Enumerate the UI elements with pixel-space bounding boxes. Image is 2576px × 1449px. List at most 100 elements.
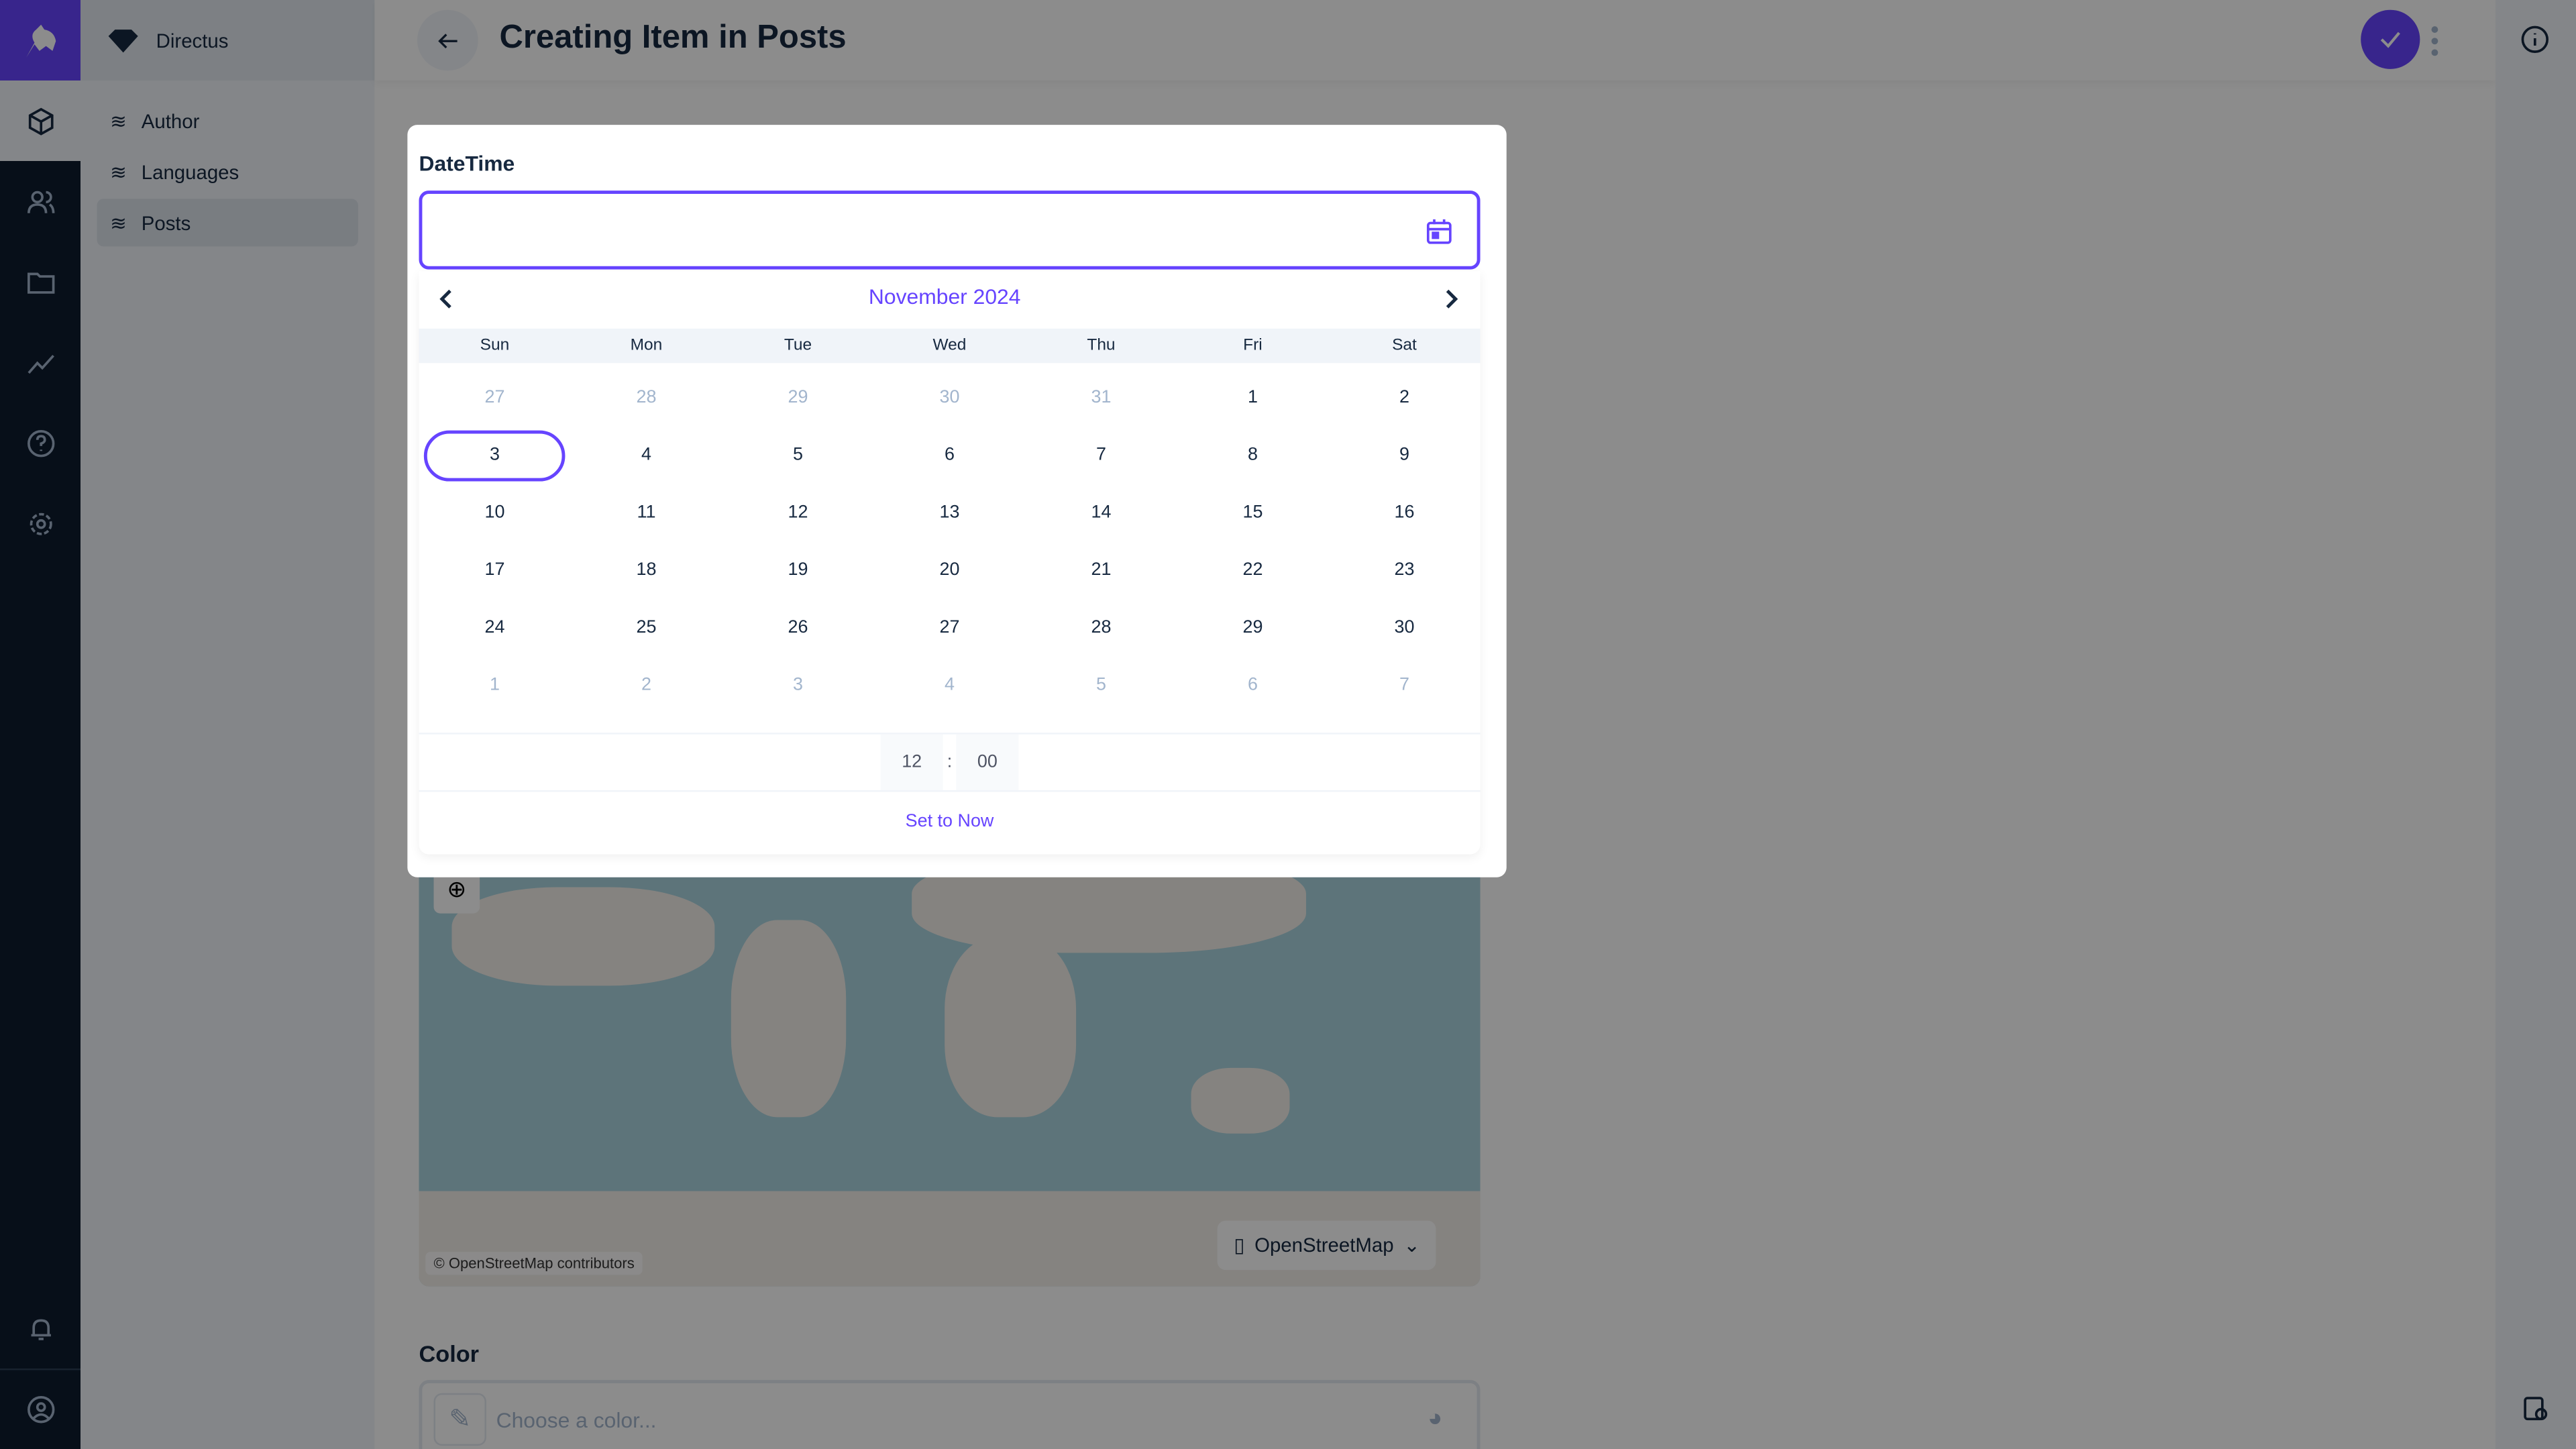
calendar-day[interactable]: 23 [1394, 560, 1415, 580]
calendar-day[interactable]: 2 [1399, 387, 1409, 408]
calendar-day[interactable]: 8 [1247, 445, 1258, 466]
calendar-day[interactable]: 3 [792, 675, 803, 695]
weekday-header: Sun Mon Tue Wed Thu Fri Sat [419, 328, 1481, 364]
content-icon[interactable] [0, 80, 81, 162]
calendar-day[interactable]: 29 [1242, 617, 1263, 638]
calendar-day[interactable]: 18 [636, 560, 657, 580]
calendar-day[interactable]: 28 [1091, 617, 1112, 638]
calendar-day[interactable]: 25 [636, 617, 657, 638]
calendar-day[interactable]: 4 [641, 445, 651, 466]
insights-icon[interactable] [0, 322, 80, 402]
calendar-day[interactable]: 10 [484, 502, 505, 523]
map-field[interactable]: ⊕ © OpenStreetMap contributors ▯ OpenStre… [419, 837, 1481, 1287]
database-icon: ≋ [110, 211, 127, 234]
calendar-day[interactable]: 21 [1091, 560, 1112, 580]
calendar-day[interactable]: 14 [1091, 502, 1112, 523]
revisions-icon[interactable] [2520, 1393, 2550, 1431]
back-button[interactable] [417, 9, 478, 71]
calendar-day[interactable]: 15 [1242, 502, 1263, 523]
calendar-day[interactable]: 26 [788, 617, 808, 638]
chevron-down-icon: ⌄ [1403, 1234, 1420, 1257]
calendar-day[interactable]: 31 [1091, 387, 1112, 408]
map-layer-label: OpenStreetMap [1254, 1234, 1394, 1257]
users-icon[interactable] [0, 161, 80, 241]
calendar-day-selected[interactable]: 3 [419, 427, 570, 485]
time-separator: : [947, 752, 953, 773]
calendar-day[interactable]: 6 [944, 445, 955, 466]
map-icon: ▯ [1234, 1234, 1245, 1257]
calendar-day[interactable]: 9 [1399, 445, 1409, 466]
minute-select[interactable]: 00 [956, 734, 1019, 790]
set-to-now-button[interactable]: Set to Now [905, 811, 994, 832]
page-title: Creating Item in Posts [499, 19, 847, 56]
calendar-icon[interactable] [1424, 217, 1454, 254]
notifications-icon[interactable] [0, 1288, 80, 1368]
calendar-day[interactable]: 1 [489, 675, 500, 695]
arrow-left-icon [437, 33, 457, 48]
datetime-label: DateTime [419, 151, 515, 176]
calendar-day[interactable]: 29 [788, 387, 808, 408]
sidebar-item-posts[interactable]: ≋ Posts [97, 199, 358, 247]
datetime-input[interactable] [419, 191, 1481, 270]
weekday-label: Sun [480, 337, 510, 355]
save-button[interactable] [2361, 9, 2420, 69]
calendar-day[interactable]: 27 [484, 387, 505, 408]
more-options-button[interactable] [2428, 26, 2442, 56]
sidebar-item-label: Posts [141, 211, 191, 234]
calendar-day[interactable]: 17 [484, 560, 505, 580]
weekday-label: Thu [1087, 337, 1116, 355]
collections-sidebar: Directus ≋ Author ≋ Languages ≋ Posts [80, 0, 375, 1449]
calendar-day[interactable]: 7 [1399, 675, 1409, 695]
map-attribution[interactable]: © OpenStreetMap contributors [425, 1252, 643, 1275]
calendar-day[interactable]: 28 [636, 387, 657, 408]
prev-month-button[interactable] [431, 284, 464, 314]
calendar-day[interactable]: 22 [1242, 560, 1263, 580]
sidebar-item-languages[interactable]: ≋ Languages [97, 148, 358, 195]
sidebar-item-author[interactable]: ≋ Author [97, 97, 358, 144]
eyedropper-icon[interactable]: ✎ [433, 1393, 486, 1446]
check-icon [2380, 32, 2400, 48]
calendar-grid: 27 28 29 30 31 1 2 3 4 5 6 7 8 9 10 11 12 13 14 15 16 17 18 19 2… [419, 370, 1480, 714]
map-layer-select[interactable]: ▯ OpenStreetMap ⌄ [1217, 1220, 1437, 1271]
calendar-day[interactable]: 16 [1394, 502, 1415, 523]
color-input[interactable]: ✎ Choose a color... ◕ [419, 1380, 1481, 1449]
calendar-day[interactable]: 5 [792, 445, 803, 466]
user-icon[interactable] [0, 1368, 81, 1449]
info-icon[interactable] [2520, 25, 2550, 62]
calendar-day[interactable]: 12 [788, 502, 808, 523]
calendar-day[interactable]: 20 [939, 560, 960, 580]
calendar-day[interactable]: 2 [641, 675, 651, 695]
weekday-label: Tue [784, 337, 812, 355]
info-sidebar [2496, 0, 2576, 1449]
palette-icon[interactable]: ◕ [1428, 1404, 1443, 1433]
calendar-day[interactable]: 6 [1247, 675, 1258, 695]
project-header[interactable]: Directus [80, 0, 375, 81]
help-icon[interactable] [0, 402, 80, 483]
calendar-day[interactable]: 19 [788, 560, 808, 580]
calendar-day[interactable]: 13 [939, 502, 960, 523]
calendar-day[interactable]: 27 [939, 617, 960, 638]
calendar-day[interactable]: 4 [944, 675, 955, 695]
calendar-day[interactable]: 5 [1095, 675, 1106, 695]
calendar-day[interactable]: 11 [637, 502, 656, 523]
calendar-day[interactable]: 1 [1247, 387, 1258, 408]
next-month-button[interactable] [1434, 284, 1467, 314]
weekday-label: Sat [1392, 337, 1417, 355]
calendar-day[interactable]: 30 [1394, 617, 1415, 638]
calendar-day[interactable]: 30 [939, 387, 960, 408]
files-icon[interactable] [0, 241, 80, 322]
settings-icon[interactable] [0, 483, 80, 564]
calendar-day[interactable]: 24 [484, 617, 505, 638]
color-label: Color [419, 1340, 480, 1367]
directus-logo[interactable] [0, 0, 81, 81]
project-icon [108, 28, 138, 52]
month-title[interactable]: November 2024 [868, 284, 1021, 309]
calendar-week: 3 4 5 6 7 8 9 [419, 427, 1480, 485]
hour-select[interactable]: 12 [880, 734, 943, 790]
calendar-week: 24 25 26 27 28 29 30 [419, 600, 1480, 657]
calendar-week: 27 28 29 30 31 1 2 [419, 370, 1480, 427]
calendar-day[interactable]: 7 [1095, 445, 1106, 466]
datetime-popover: DateTime November 2024 Sun Mon Tue Wed Thu Fr… [407, 125, 1507, 877]
sidebar-item-label: Languages [141, 160, 239, 184]
calendar-week: 10 11 12 13 14 15 16 [419, 484, 1480, 542]
